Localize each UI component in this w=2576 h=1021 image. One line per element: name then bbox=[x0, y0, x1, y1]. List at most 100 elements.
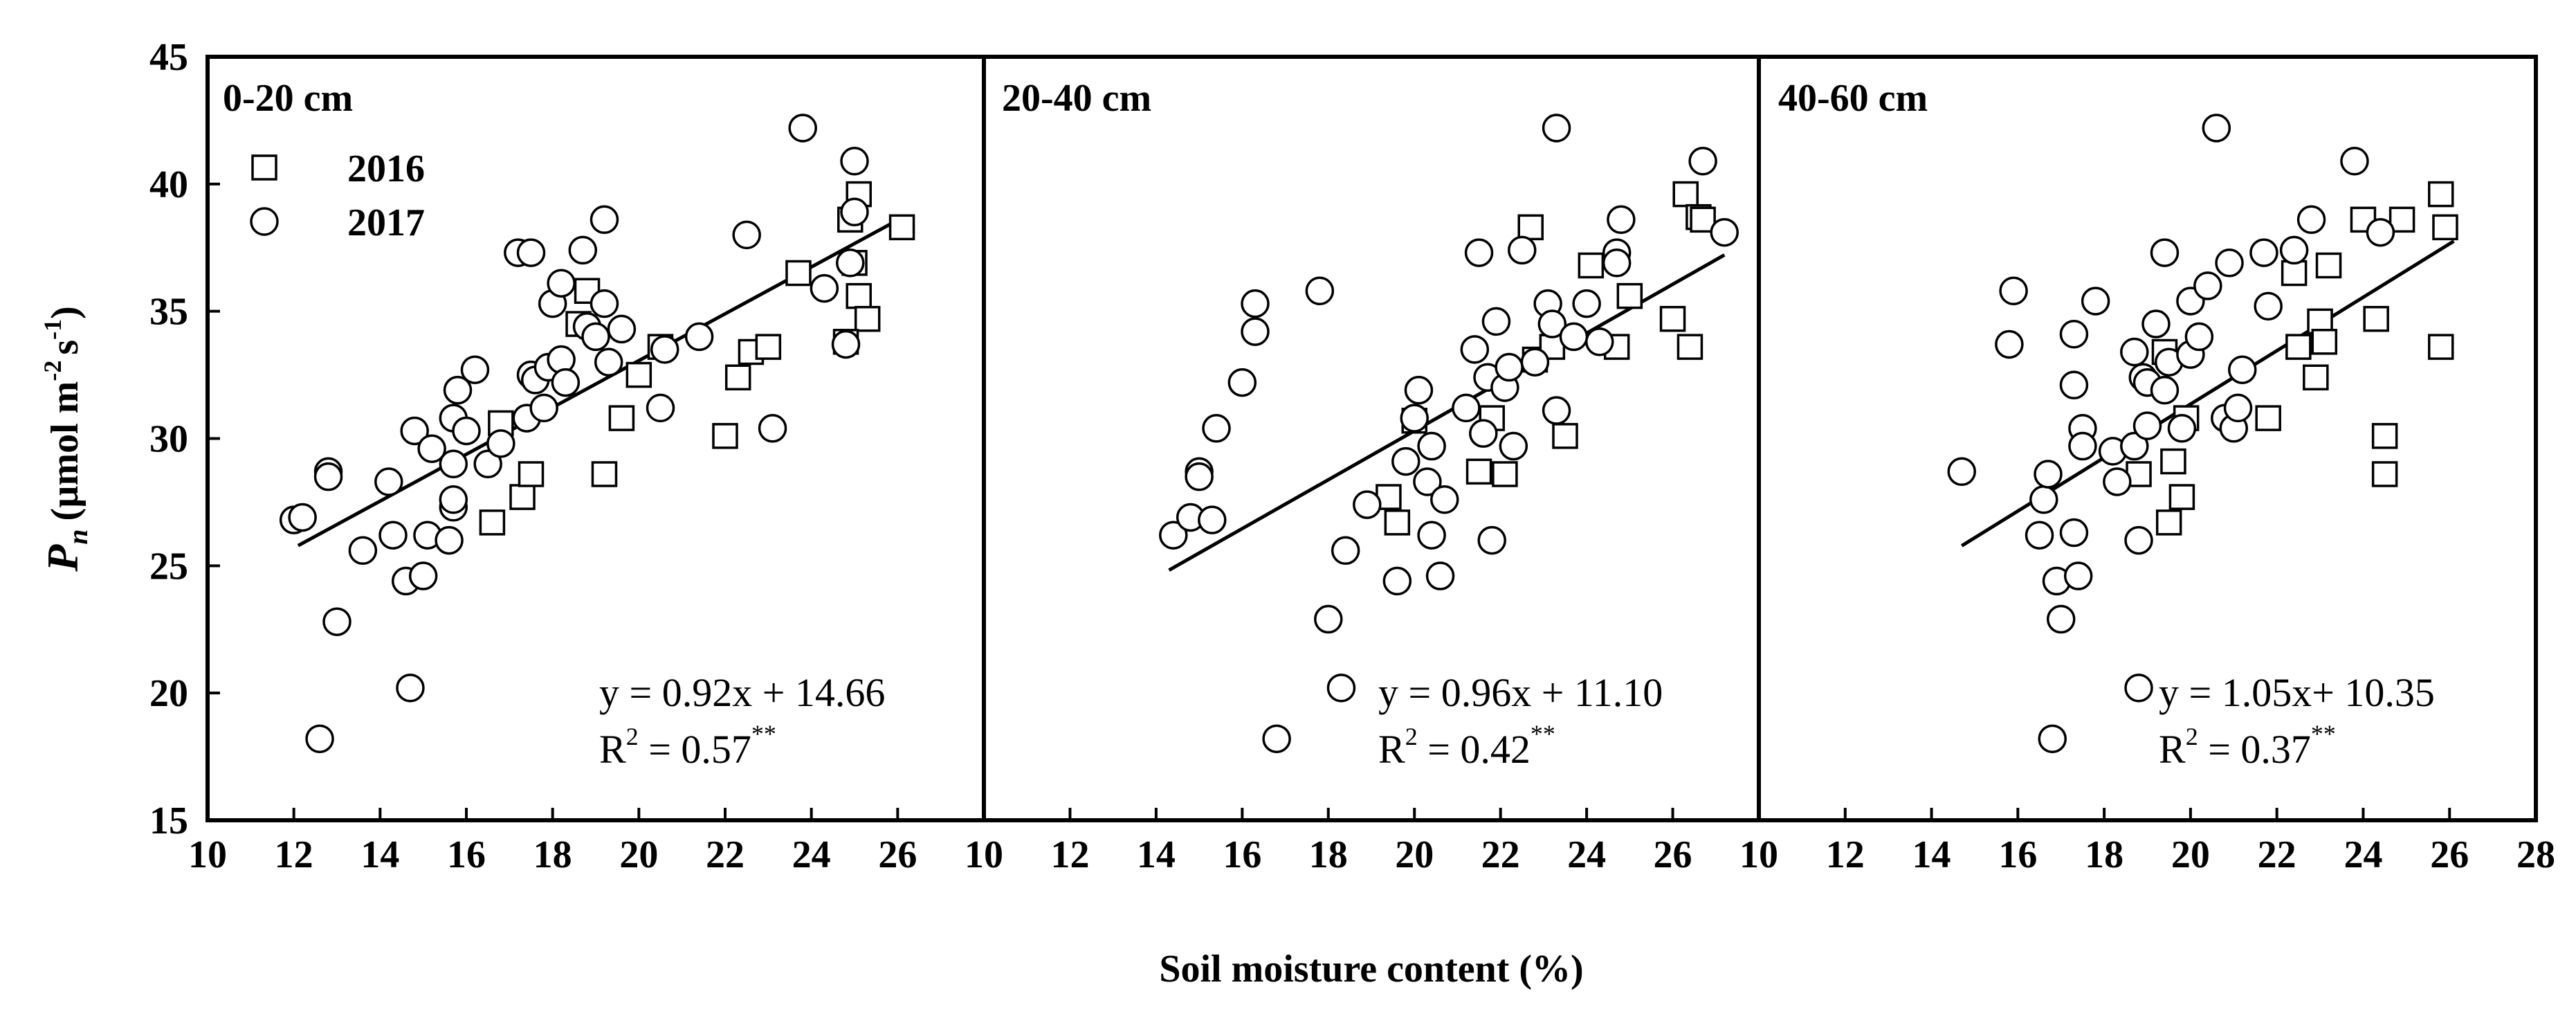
r2-0-20: R2 = 0.57** bbox=[599, 720, 776, 772]
point-2017-circle bbox=[1495, 352, 1524, 382]
point-2017-circle bbox=[1585, 327, 1614, 356]
point-2016-square bbox=[712, 423, 738, 449]
point-2016-square bbox=[785, 260, 812, 287]
point-2017-circle bbox=[322, 607, 351, 636]
r2-40-60: R2 = 0.37** bbox=[2159, 720, 2336, 772]
point-2017-circle bbox=[2063, 561, 2093, 590]
point-2017-circle bbox=[348, 536, 378, 566]
point-2017-circle bbox=[2167, 414, 2197, 443]
point-2017-circle bbox=[1464, 238, 1494, 267]
point-2017-circle bbox=[2141, 309, 2171, 338]
point-2017-circle bbox=[2124, 674, 2153, 703]
y-axis-title: Pn (µmol m-2 s-1) bbox=[38, 306, 93, 572]
point-2017-circle bbox=[516, 238, 546, 267]
x-tick-label: 24 bbox=[2344, 833, 2382, 876]
point-2017-circle bbox=[2279, 235, 2309, 265]
point-2017-circle bbox=[840, 146, 869, 176]
y-tick-label: 45 bbox=[149, 36, 188, 79]
y-title-exp2: -1 bbox=[39, 319, 66, 340]
point-2016-square bbox=[854, 305, 881, 332]
point-2017-circle bbox=[1542, 114, 1571, 143]
point-2017-circle bbox=[2046, 604, 2076, 634]
point-2016-square bbox=[1616, 282, 1643, 309]
point-2017-circle bbox=[2215, 249, 2244, 278]
r2-exponent: 2 bbox=[2186, 723, 2198, 750]
point-2016-square bbox=[608, 405, 635, 431]
point-2017-circle bbox=[1185, 462, 1214, 491]
r2-symbol: R bbox=[1378, 727, 1405, 772]
point-2017-circle bbox=[1314, 604, 1343, 634]
point-2017-circle bbox=[2296, 205, 2326, 235]
point-2017-circle bbox=[2340, 146, 2369, 176]
r2-20-40: R2 = 0.42** bbox=[1378, 720, 1555, 772]
point-2017-circle bbox=[1305, 276, 1335, 306]
point-2017-circle bbox=[1262, 724, 1291, 754]
x-tick-label: 20 bbox=[619, 833, 658, 876]
point-2017-circle bbox=[460, 355, 490, 384]
y-tick-label: 25 bbox=[149, 545, 188, 588]
point-2017-circle bbox=[2249, 238, 2278, 267]
point-2017-circle bbox=[1413, 467, 1442, 496]
point-2017-circle bbox=[831, 329, 861, 359]
point-2016-square bbox=[2155, 509, 2182, 536]
point-2017-circle bbox=[1559, 322, 1589, 352]
point-2017-circle bbox=[443, 375, 473, 405]
point-2017-circle bbox=[1499, 431, 1528, 461]
legend-label-2017: 2017 bbox=[347, 201, 425, 244]
y-tick-label: 20 bbox=[149, 672, 188, 715]
point-2017-circle bbox=[547, 269, 576, 298]
point-2016-square bbox=[1517, 214, 1544, 241]
point-2017-circle bbox=[2223, 393, 2253, 423]
point-2017-circle bbox=[1430, 485, 1459, 514]
x-tick-label: 22 bbox=[706, 833, 745, 876]
x-tick-label: 16 bbox=[1998, 833, 2037, 876]
x-tick-label: 10 bbox=[1739, 833, 1778, 876]
point-2017-circle bbox=[486, 429, 515, 458]
x-tick-label: 12 bbox=[275, 833, 313, 876]
x-tick-label: 22 bbox=[1481, 833, 1520, 876]
r2-significance: ** bbox=[2311, 720, 2336, 748]
point-2016-square bbox=[2315, 252, 2342, 279]
point-2017-circle bbox=[396, 674, 425, 703]
point-2016-square bbox=[2160, 448, 2186, 475]
x-tick-label: 22 bbox=[2258, 833, 2296, 876]
point-2017-circle bbox=[1602, 249, 1632, 278]
point-2016-square bbox=[2432, 214, 2458, 241]
point-2017-circle bbox=[2038, 724, 2067, 754]
x-tick-label: 14 bbox=[1912, 833, 1951, 876]
point-2016-square bbox=[1690, 206, 1716, 233]
point-2016-square bbox=[479, 509, 506, 536]
legend-square-marker bbox=[251, 154, 277, 181]
point-2017-circle bbox=[400, 416, 429, 446]
point-2017-circle bbox=[1542, 396, 1571, 425]
point-2017-circle bbox=[1460, 335, 1490, 364]
point-2017-circle bbox=[646, 393, 675, 423]
legend-label-2016: 2016 bbox=[347, 147, 425, 190]
point-2017-circle bbox=[439, 485, 468, 514]
point-2016-square bbox=[1677, 334, 1703, 360]
r2-significance: ** bbox=[751, 720, 776, 748]
r2-value: = 0.57 bbox=[639, 727, 751, 772]
point-2017-circle bbox=[1688, 146, 1717, 176]
x-tick-label: 10 bbox=[965, 833, 1003, 876]
point-2016-square bbox=[1659, 305, 1686, 332]
point-2017-circle bbox=[417, 434, 446, 463]
point-2017-circle bbox=[590, 289, 619, 318]
y-tick-label: 15 bbox=[149, 799, 188, 842]
point-2017-circle bbox=[1331, 536, 1360, 566]
point-2016-square bbox=[2303, 364, 2329, 391]
point-2017-circle bbox=[2366, 217, 2395, 247]
point-2017-circle bbox=[2103, 467, 2132, 496]
x-tick-label: 16 bbox=[447, 833, 486, 876]
point-2017-circle bbox=[2025, 521, 2054, 550]
point-2017-circle bbox=[2228, 355, 2257, 384]
x-tick-label: 26 bbox=[1654, 833, 1692, 876]
y-axis: 15 20 25 30 35 40 45 bbox=[149, 36, 220, 842]
point-2017-circle bbox=[2029, 485, 2058, 514]
x-tick-label: 18 bbox=[1309, 833, 1348, 876]
x-tick-label: 24 bbox=[792, 833, 831, 876]
panel-label-20-40: 20-40 cm bbox=[1002, 77, 1151, 120]
point-2017-circle bbox=[1404, 375, 1434, 405]
point-2016-square bbox=[2168, 484, 2195, 510]
y-title-exp1: -2 bbox=[39, 361, 66, 381]
